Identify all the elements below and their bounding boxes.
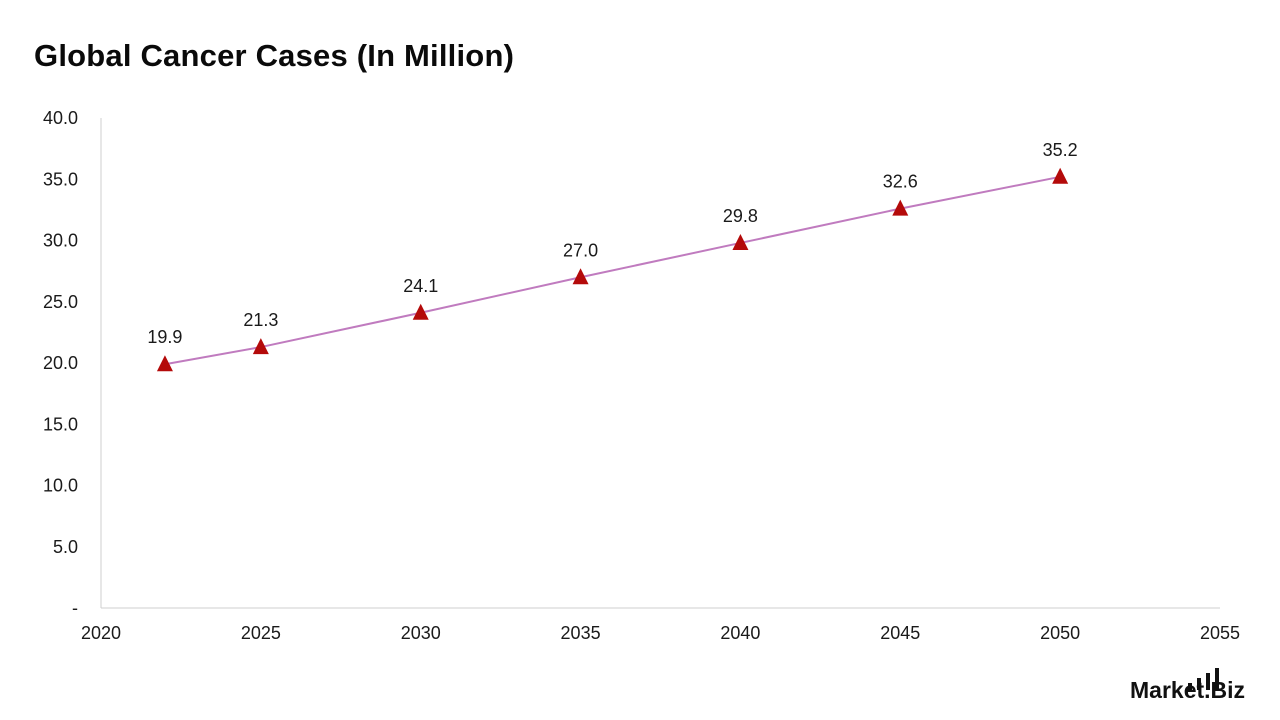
series-line — [164, 175, 1061, 366]
data-point-marker — [156, 355, 173, 372]
chart-title: Global Cancer Cases (In Million) — [34, 38, 515, 73]
x-tick-label: 2045 — [880, 623, 920, 643]
x-tick-label: 2055 — [1200, 623, 1240, 643]
x-tick-label: 2020 — [81, 623, 121, 643]
y-tick-label: 40.0 — [43, 108, 78, 128]
x-tick-label: 2035 — [561, 623, 601, 643]
brand-logo: Market.Biz — [1130, 668, 1260, 708]
data-labels: 19.9 21.3 24.1 27.0 29.8 32.6 35.2 — [147, 140, 1077, 347]
data-point-marker — [732, 233, 749, 250]
bar-signal-icon — [1188, 668, 1230, 690]
data-label: 19.9 — [147, 327, 182, 347]
data-label: 27.0 — [563, 240, 598, 260]
y-tick-label: 25.0 — [43, 292, 78, 312]
y-tick-label: 35.0 — [43, 169, 78, 189]
x-tick-label: 2030 — [401, 623, 441, 643]
data-label: 29.8 — [723, 206, 758, 226]
data-label: 21.3 — [243, 310, 278, 330]
x-tick-label: 2025 — [241, 623, 281, 643]
y-tick-label: 10.0 — [43, 476, 78, 496]
series-markers — [156, 167, 1069, 372]
data-point-marker — [412, 303, 429, 320]
y-tick-label: 15.0 — [43, 414, 78, 434]
x-axis-ticks: 2020 2025 2030 2035 2040 2045 2050 2055 — [81, 623, 1240, 643]
y-tick-label: 5.0 — [53, 537, 78, 557]
chart-axes — [100, 118, 1220, 609]
brand-name: Market.Biz — [1130, 677, 1246, 703]
x-tick-label: 2050 — [1040, 623, 1080, 643]
x-tick-label: 2040 — [720, 623, 760, 643]
series-line-path — [164, 175, 1061, 366]
y-tick-label: - — [72, 598, 78, 618]
data-point-marker — [572, 268, 589, 285]
data-label: 35.2 — [1043, 140, 1078, 160]
data-point-marker — [252, 338, 269, 355]
data-label: 24.1 — [403, 276, 438, 296]
y-axis-ticks: - 5.0 10.0 15.0 20.0 25.0 30.0 35.0 40.0 — [43, 108, 78, 618]
data-point-marker — [892, 199, 909, 216]
y-tick-label: 30.0 — [43, 231, 78, 251]
data-label: 32.6 — [883, 172, 918, 192]
y-tick-label: 20.0 — [43, 353, 78, 373]
data-point-marker — [1052, 167, 1069, 184]
